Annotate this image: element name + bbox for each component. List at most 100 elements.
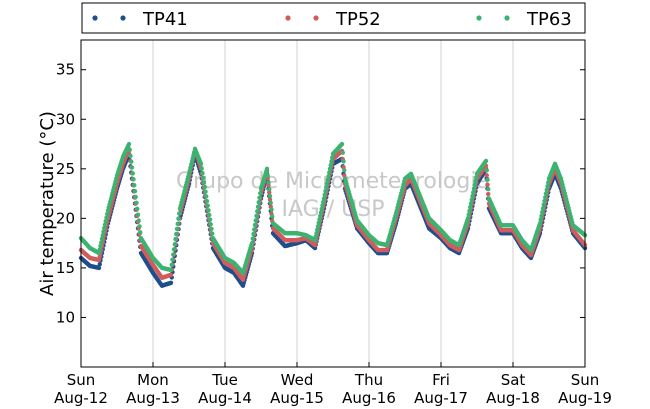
data-point <box>101 229 106 234</box>
data-point <box>465 218 470 223</box>
data-point <box>256 200 261 205</box>
data-point <box>169 262 174 267</box>
data-point <box>204 198 210 204</box>
data-point <box>177 211 182 216</box>
data-point <box>207 217 213 222</box>
plot-area-frame <box>80 39 586 368</box>
data-point <box>103 218 108 224</box>
data-point <box>135 212 141 217</box>
data-point <box>172 242 177 247</box>
x-tick-date: Aug-12 <box>54 389 108 407</box>
data-point <box>267 187 272 192</box>
y-axis-label: Air temperature (°C) <box>37 111 58 296</box>
data-point <box>270 214 275 219</box>
data-point <box>582 241 587 247</box>
y-tick-label: 35 <box>56 61 75 79</box>
data-point <box>467 208 472 214</box>
data-point <box>540 209 545 215</box>
data-point <box>541 202 546 207</box>
x-tick-day: Wed <box>281 371 314 389</box>
data-point <box>171 247 177 252</box>
data-point <box>471 190 476 195</box>
data-point <box>330 155 335 160</box>
data-point <box>582 232 587 237</box>
data-point <box>174 231 179 237</box>
x-tick-date: Aug-15 <box>270 389 324 407</box>
watermark-line: IAG / USP <box>282 197 385 222</box>
data-point <box>328 162 333 168</box>
data-point <box>126 143 131 148</box>
data-point <box>264 169 269 174</box>
data-point <box>542 198 547 204</box>
data-point <box>129 159 134 164</box>
data-point <box>540 206 546 211</box>
data-point <box>168 267 173 272</box>
data-point <box>485 182 490 187</box>
x-axis: SunAug-12MonAug-13TueAug-14WedAug-15ThuA… <box>54 362 612 407</box>
data-point <box>202 184 207 190</box>
data-point <box>325 177 330 183</box>
data-point <box>174 226 180 232</box>
y-tick-label: 10 <box>56 308 75 326</box>
data-point <box>340 150 345 155</box>
data-point <box>354 215 359 220</box>
data-point <box>546 180 551 185</box>
data-point <box>342 167 347 173</box>
y-axis: 10 15 20 25 30 35 <box>56 61 585 326</box>
legend-marker <box>504 15 510 21</box>
data-point <box>544 187 549 193</box>
data-point <box>114 176 119 181</box>
data-point <box>100 233 105 238</box>
data-point <box>96 257 101 263</box>
data-point <box>483 159 488 165</box>
data-point <box>474 175 479 180</box>
data-point <box>318 213 323 219</box>
data-point <box>171 252 176 257</box>
data-point <box>539 213 544 219</box>
data-point <box>339 142 344 148</box>
data-point <box>543 191 549 196</box>
data-point <box>258 190 263 196</box>
data-point <box>402 179 407 184</box>
data-point <box>472 182 477 188</box>
data-point <box>170 257 175 262</box>
data-point <box>315 227 320 232</box>
legend-marker <box>313 15 319 21</box>
x-tick-date: Aug-13 <box>126 389 180 407</box>
data-point <box>319 206 324 212</box>
data-point <box>323 188 328 194</box>
data-point <box>135 206 140 211</box>
data-point <box>484 168 489 173</box>
data-point <box>131 177 136 182</box>
data-point <box>318 210 324 215</box>
data-point <box>102 225 107 231</box>
data-point <box>254 213 259 219</box>
data-point <box>471 186 477 191</box>
data-point <box>168 280 173 286</box>
data-point <box>414 184 419 189</box>
data-point <box>97 254 102 259</box>
data-point <box>138 230 143 235</box>
data-point <box>130 171 135 176</box>
data-point <box>205 203 210 208</box>
data-point <box>252 227 257 232</box>
legend-marker <box>120 15 126 21</box>
data-point <box>249 243 254 248</box>
legend-marker <box>476 15 482 21</box>
data-point <box>466 212 471 217</box>
data-points <box>78 141 588 288</box>
data-point <box>204 194 209 199</box>
data-point <box>97 261 102 267</box>
data-point <box>537 223 542 228</box>
data-point <box>470 193 475 199</box>
data-point <box>538 217 543 222</box>
y-tick-label: 20 <box>56 209 75 227</box>
x-tick-day: Sat <box>501 371 526 389</box>
legend-frame <box>81 2 586 34</box>
x-tick-day: Thu <box>354 371 383 389</box>
data-point <box>104 215 109 220</box>
chart-legend: TP41 TP52 TP63 <box>81 2 586 34</box>
data-point <box>326 174 331 179</box>
x-tick-day: Sun <box>67 371 96 389</box>
x-tick-day: Tue <box>211 371 238 389</box>
